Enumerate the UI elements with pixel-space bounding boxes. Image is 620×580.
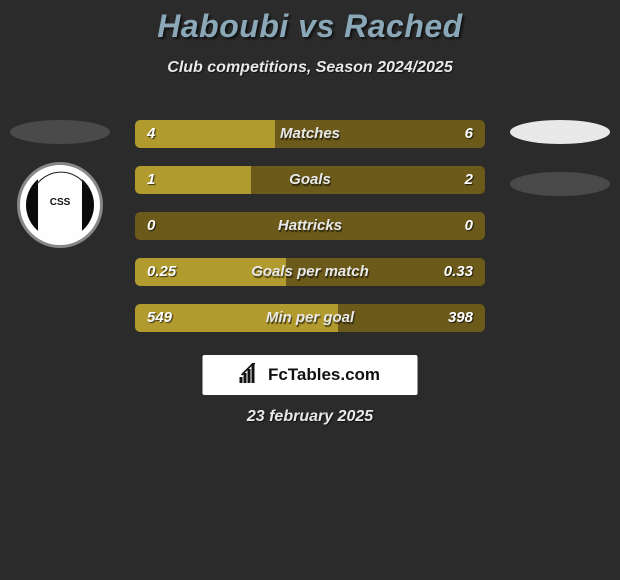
stat-label: Goals [135,166,485,194]
subtitle: Club competitions, Season 2024/2025 [0,59,620,77]
stat-bar: 0.25Goals per match0.33 [135,258,485,286]
stat-right-value: 398 [448,304,473,332]
stat-bar: 0Hattricks0 [135,212,485,240]
stat-right-value: 0 [465,212,473,240]
stat-label: Min per goal [135,304,485,332]
left-badge-column: CSS [10,120,110,248]
right-badge-column [510,120,610,224]
stat-bar: 1Goals2 [135,166,485,194]
comparison-card: Haboubi vs Rached Club competitions, Sea… [0,0,620,450]
stat-right-value: 2 [465,166,473,194]
club-badge-css-inner: CSS [26,171,94,239]
right-placeholder-ellipse-2 [510,172,610,196]
stat-label: Hattricks [135,212,485,240]
stat-bar: 549Min per goal398 [135,304,485,332]
club-badge-css: CSS [17,162,103,248]
footer-logo: FcTables.com [203,355,418,395]
stat-bar: 4Matches6 [135,120,485,148]
page-title: Haboubi vs Rached [0,0,620,45]
footer-logo-text: FcTables.com [268,365,380,385]
stat-right-value: 0.33 [444,258,473,286]
stat-label: Matches [135,120,485,148]
comparison-bars: 4Matches6 1Goals2 0Hattricks0 0.25Goals per… [135,120,485,350]
fctables-icon [240,363,262,388]
right-placeholder-ellipse-1 [510,120,610,144]
club-badge-arc-icon [26,171,94,239]
stat-right-value: 6 [465,120,473,148]
left-placeholder-ellipse [10,120,110,144]
footer-date: 23 february 2025 [0,408,620,426]
stat-label: Goals per match [135,258,485,286]
